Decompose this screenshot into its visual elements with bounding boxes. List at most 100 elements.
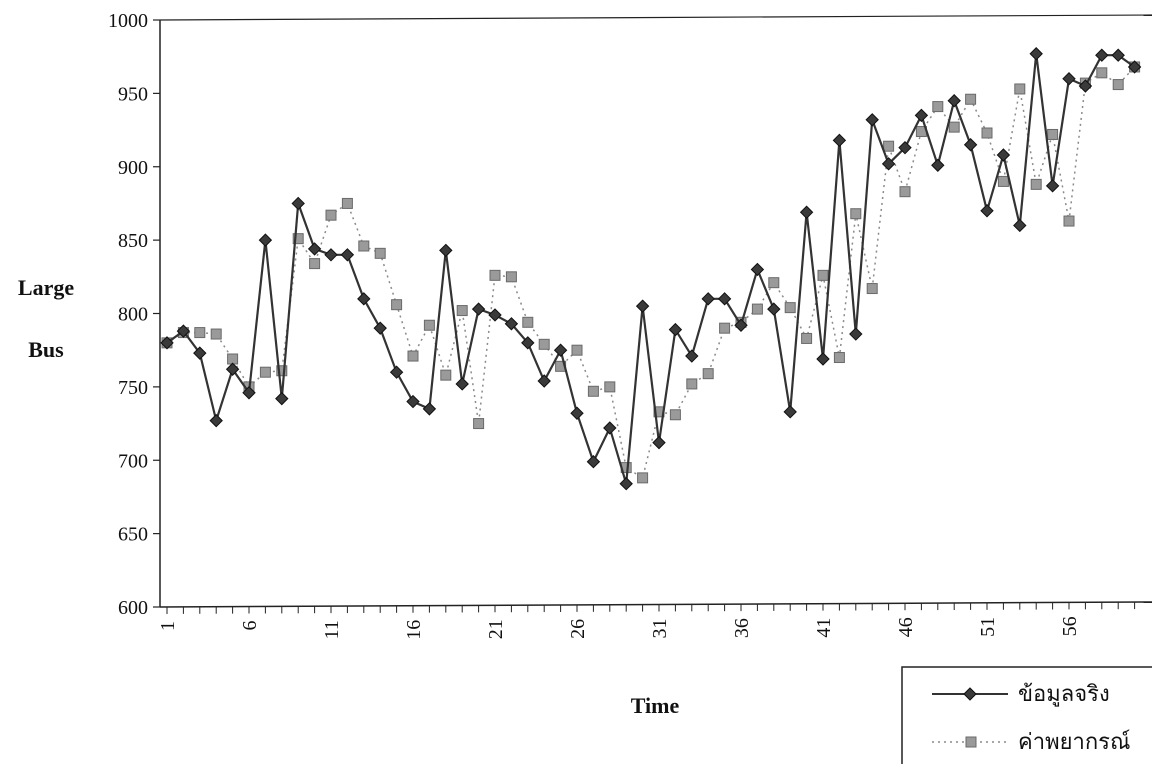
- forecast-data-point: [997, 175, 1009, 187]
- x-tick-label: 46: [895, 617, 917, 637]
- actual-data-point: [750, 262, 765, 277]
- forecast-data-point: [784, 302, 796, 314]
- forecast-data-point: [423, 319, 435, 331]
- x-axis-title: Time: [631, 693, 680, 718]
- forecast-data-point: [948, 121, 960, 133]
- y-tick-label: 800: [118, 304, 148, 326]
- actual-data-point: [734, 318, 748, 332]
- actual-data-point: [455, 377, 469, 391]
- x-tick-label: 16: [403, 620, 425, 640]
- actual-data-point: [603, 421, 617, 435]
- actual-data-point: [865, 113, 879, 127]
- actual-data-point: [422, 402, 437, 416]
- x-tick-label: 56: [1059, 616, 1081, 636]
- forecast-data-point: [883, 140, 895, 152]
- actual-data-point: [963, 138, 978, 152]
- actual-data-point: [1111, 48, 1125, 62]
- forecast-data-point: [456, 305, 468, 317]
- actual-data-point: [242, 386, 256, 400]
- actual-data-point: [357, 292, 371, 306]
- x-tick-label: 51: [977, 617, 999, 637]
- forecast-data-point: [801, 332, 813, 344]
- forecast-data-point: [1112, 79, 1124, 91]
- actual-data-point: [291, 196, 305, 211]
- actual-data-point: [717, 292, 732, 306]
- actual-data-point: [389, 365, 404, 379]
- forecast-data-point: [505, 271, 517, 283]
- x-tick-label: 11: [321, 620, 343, 639]
- forecast-data-point: [276, 365, 288, 377]
- x-tick-label: 36: [731, 618, 753, 638]
- forecast-data-point: [489, 269, 501, 281]
- forecast-data-point: [522, 316, 534, 328]
- actual-data-point: [799, 205, 814, 219]
- actual-data-point: [816, 352, 830, 366]
- forecast-data-point: [719, 322, 731, 334]
- actual-data-point: [570, 406, 584, 420]
- actual-data-point: [324, 248, 338, 262]
- forecast-data-point: [981, 127, 993, 139]
- y-tick-label: 900: [118, 157, 148, 179]
- actual-data-point: [586, 455, 601, 469]
- actual-data-point: [209, 413, 223, 428]
- forecast-data-point: [227, 353, 239, 365]
- forecast-data-point: [391, 299, 403, 311]
- forecast-data-point: [965, 93, 977, 105]
- forecast-data-point: [341, 197, 353, 209]
- y-axis-title: Bus: [28, 337, 64, 362]
- plot-top-border: [159, 14, 1152, 21]
- x-tick-label: 41: [813, 618, 835, 638]
- actual-data-point: [439, 243, 453, 258]
- forecast-data-point: [669, 409, 681, 421]
- forecast-data-point: [850, 208, 862, 220]
- forecast-data-point: [440, 369, 452, 381]
- actual-data-point: [652, 435, 666, 450]
- actual-data-point: [635, 299, 650, 313]
- y-tick-label: 750: [118, 377, 148, 399]
- forecast-data-point: [1030, 178, 1042, 190]
- actual-data-point: [668, 322, 683, 337]
- forecast-data-point: [194, 327, 206, 339]
- forecast-data-point: [587, 385, 599, 397]
- y-tick-label: 700: [118, 450, 148, 472]
- actual-data-point: [1045, 179, 1060, 193]
- forecast-data-point: [932, 101, 944, 113]
- actual-data-point: [619, 477, 633, 491]
- forecast-data-point: [833, 352, 845, 364]
- forecast-data-point: [358, 240, 370, 252]
- forecast-series-line: [166, 66, 1136, 480]
- forecast-data-point: [1063, 215, 1075, 227]
- y-tick-label: 850: [118, 230, 148, 252]
- actual-data-point: [488, 308, 502, 322]
- actual-data-point: [340, 248, 355, 262]
- forecast-data-point: [292, 233, 304, 245]
- actual-data-point: [1095, 48, 1109, 62]
- actual-data-point: [685, 349, 699, 363]
- x-tick-label: 6: [239, 621, 261, 631]
- actual-data-point: [521, 336, 535, 350]
- actual-data-point: [1029, 47, 1043, 61]
- actual-data-point: [767, 302, 781, 316]
- forecast-data-point: [817, 269, 829, 281]
- legend-box: [901, 666, 1152, 764]
- forecast-data-point: [768, 277, 780, 289]
- forecast-data-point: [407, 350, 419, 362]
- forecast-data-point: [325, 209, 337, 221]
- x-tick-label: 21: [485, 619, 507, 639]
- forecast-data-point: [473, 418, 485, 430]
- legend-actual-marker: [963, 687, 977, 701]
- actual-data-point: [1078, 79, 1093, 93]
- forecast-data-point: [1014, 83, 1026, 95]
- actual-data-point: [225, 362, 240, 376]
- y-tick-label: 650: [118, 524, 148, 546]
- forecast-data-point: [686, 378, 698, 390]
- actual-data-point: [537, 374, 551, 388]
- actual-data-point: [406, 394, 420, 409]
- forecast-data-point: [866, 283, 878, 295]
- actual-data-point: [160, 336, 174, 350]
- y-tick-label: 1000: [108, 10, 148, 32]
- forecast-data-point: [1047, 128, 1059, 140]
- legend-forecast-label: ค่าพยากรณ์: [1018, 730, 1130, 755]
- actual-data-point: [947, 94, 961, 108]
